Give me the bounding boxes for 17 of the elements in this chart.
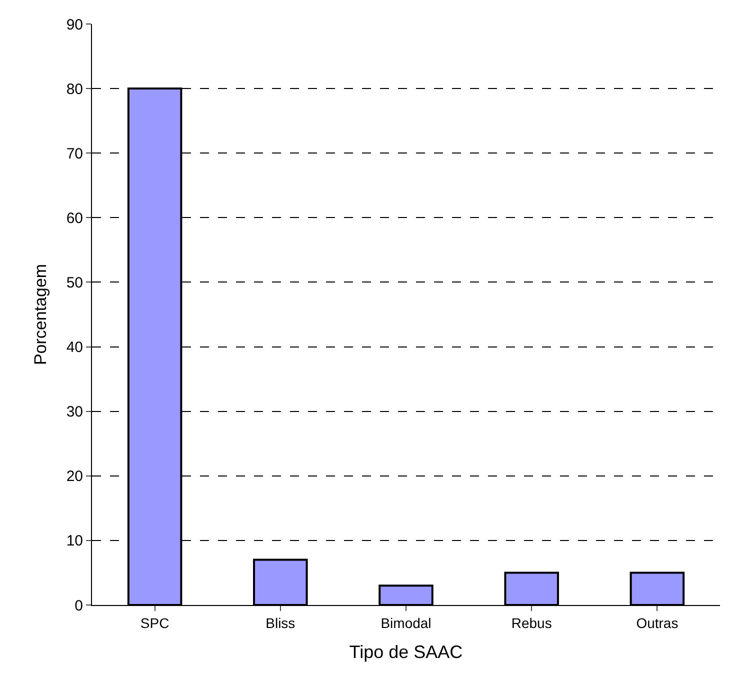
y-tick-label: 60 [66, 210, 83, 227]
x-tick-label: Rebus [511, 614, 552, 631]
y-axis-title: Porcentagem [30, 264, 50, 366]
y-tick-label: 20 [66, 468, 83, 486]
x-tick-label: SPC [140, 614, 170, 631]
y-tick-label: 70 [66, 145, 83, 162]
y-tick-label: 0 [74, 597, 83, 614]
x-axis-title: Tipo de SAAC [349, 642, 463, 662]
x-tick-label: Bliss [266, 614, 296, 631]
y-tick-label: 90 [66, 16, 83, 34]
y-tick-label: 30 [66, 404, 83, 421]
x-tick-label: Bimodal [380, 614, 432, 631]
y-tick-label: 40 [66, 339, 83, 356]
x-tick-label: Outras [636, 614, 678, 631]
y-tick-label: 10 [66, 532, 83, 550]
y-tick-label: 80 [66, 80, 83, 98]
y-tick-label: 50 [66, 274, 83, 292]
